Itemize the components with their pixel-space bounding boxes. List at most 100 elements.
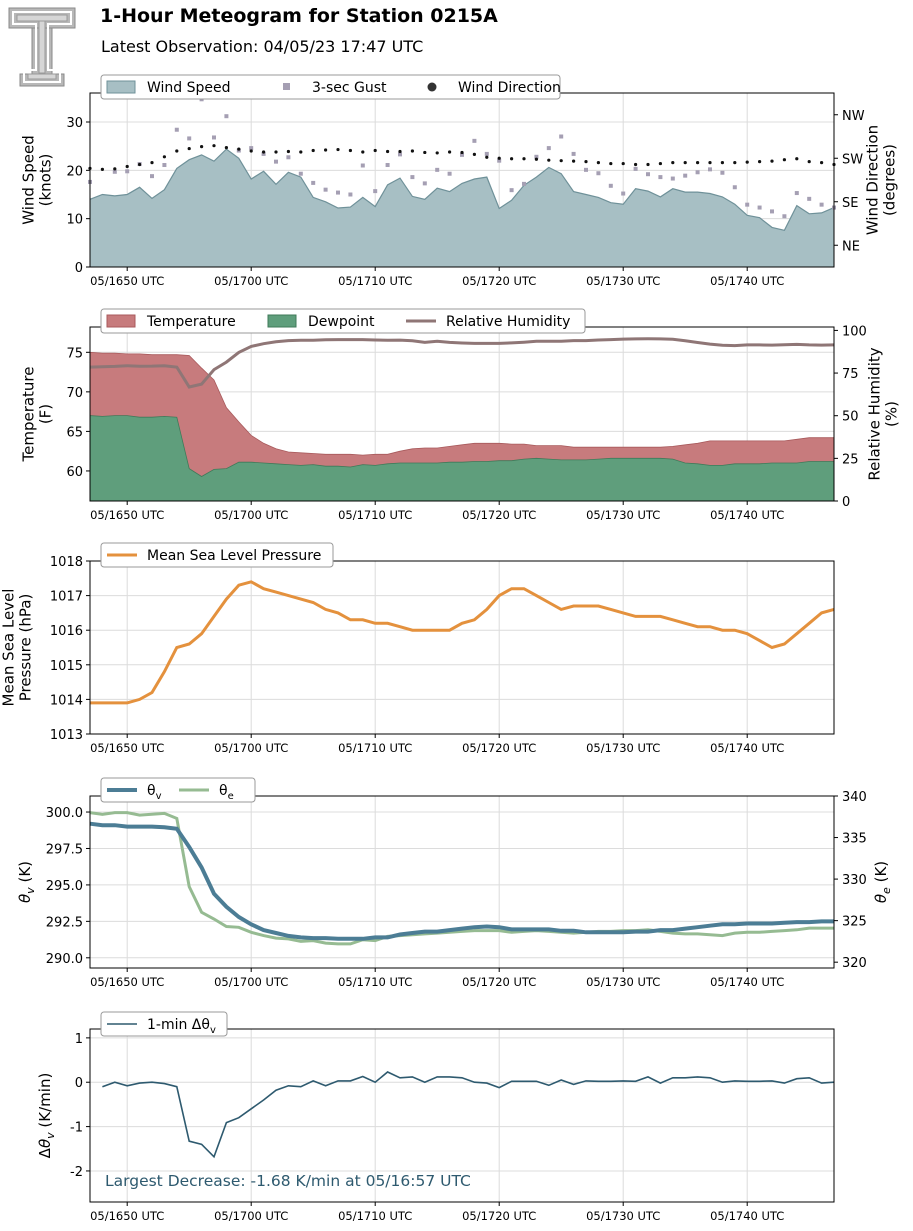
gust-marker [732,185,737,190]
y2-tick-label: 50 [842,410,859,425]
y-tick-label: 70 [66,386,83,401]
x-tick-label: 05/1720 UTC [462,274,536,288]
gust-marker [534,154,539,159]
x-tick-label: 05/1730 UTC [586,741,660,755]
direction-marker [100,167,104,171]
x-tick-label: 05/1730 UTC [586,1209,660,1223]
direction-marker [472,152,476,156]
y2-tick-label: 325 [842,915,867,930]
x-tick-label: 05/1720 UTC [462,741,536,755]
direction-marker [634,162,638,167]
direction-marker [200,145,204,149]
direction-marker [820,161,824,165]
gust-marker [621,191,626,196]
gust-marker [385,163,390,168]
direction-marker [658,161,663,166]
temperature-panel: 05/1650 UTC 05/1700 UTC 05/1710 UTC 05/1720… [20,308,901,522]
gust-marker [670,176,675,181]
y-tick-label: 0 [75,261,83,276]
direction-marker [559,159,563,163]
x-tick-label: 05/1650 UTC [90,274,164,288]
y-tick-label: 1 [75,1032,83,1047]
direction-marker [435,151,439,155]
x-tick-label: 05/1720 UTC [462,1209,536,1223]
x-tick-label: 05/1740 UTC [710,975,784,989]
y-tick-label: 290.0 [46,952,83,967]
legend-label: Dewpoint [308,314,375,330]
x-tick-label: 05/1710 UTC [338,1209,412,1223]
y2-axis-label: θe (K) [872,861,893,903]
gust-marker [224,114,229,119]
direction-marker [795,157,799,161]
direction-marker [770,159,774,163]
direction-marker [572,159,576,163]
chart-title: 1-Hour Meteogram for Station 0215A [100,5,498,27]
legend-label: 1-min Δθv [147,1017,216,1036]
direction-marker [807,160,811,164]
direction-marker [262,150,266,154]
y-tick-label: 1015 [50,659,83,674]
direction-marker [311,148,315,153]
gust-marker [596,171,601,176]
x-tick-label: 05/1710 UTC [338,508,412,522]
y2-tick-label: SE [842,196,858,211]
direction-marker [113,167,117,171]
x-tick-label: 05/1710 UTC [338,741,412,755]
x-tick-label: 05/1730 UTC [586,975,660,989]
direction-marker [497,156,501,160]
legend-box [100,542,334,568]
gust-marker [398,152,402,157]
y2-tick-label: SW [842,152,863,167]
y2-tick-label: 100 [842,324,867,339]
gust-marker [782,214,787,219]
direction-marker [733,161,737,165]
y-axis-label: Δθv (K/min) [36,1073,57,1159]
gust-marker [571,151,576,156]
x-tick-label: 05/1650 UTC [90,508,164,522]
y-tick-label: 297.5 [46,842,83,857]
x-tick-label: 05/1720 UTC [462,508,536,522]
legend-box [100,74,561,100]
y-tick-label: 1016 [50,624,83,639]
gust-marker [336,190,340,195]
x-tick-label: 05/1650 UTC [90,741,164,755]
direction-marker [286,149,290,154]
direction-marker [150,161,154,165]
legend-swatch [106,314,136,328]
y2-tick-label: 320 [842,956,867,971]
x-tick-label: 05/1650 UTC [90,975,164,989]
y-tick-label: 1013 [50,728,83,743]
legend-swatch [106,80,136,94]
direction-marker [448,150,452,154]
x-tick-label: 05/1710 UTC [338,274,412,288]
y2-tick-label: 0 [842,495,850,510]
direction-marker [212,144,216,148]
x-tick-label: 05/1650 UTC [90,1209,164,1223]
y2-tick-label: 75 [842,367,859,382]
direction-marker [621,161,625,166]
x-tick-label: 05/1700 UTC [214,508,288,522]
gust-marker [174,127,179,132]
gust-marker [819,202,824,207]
legend-label: 3-sec Gust [312,80,387,96]
y-tick-label: -2 [70,1165,83,1180]
direction-marker [646,162,650,167]
legend-swatch [267,314,297,328]
y2-tick-label: NW [842,109,865,124]
legend-label: Mean Sea Level Pressure [147,548,321,564]
direction-marker [485,155,489,159]
gust-marker [162,163,167,168]
x-tick-label: 05/1740 UTC [710,508,784,522]
gust-marker [472,138,477,143]
y2-tick-label: 25 [842,452,859,467]
gust-marker [608,183,613,188]
y-tick-label: 292.5 [46,915,83,930]
legend-box [100,1011,228,1037]
legend-swatch [427,82,437,92]
direction-marker [324,148,328,152]
gust-marker [125,169,130,174]
legend-swatch [283,83,290,90]
direction-marker [671,161,675,165]
plot-frame [89,1028,835,1203]
largest-decrease-annotation: Largest Decrease: -1.68 K/min at 05/16:5… [105,1172,471,1190]
